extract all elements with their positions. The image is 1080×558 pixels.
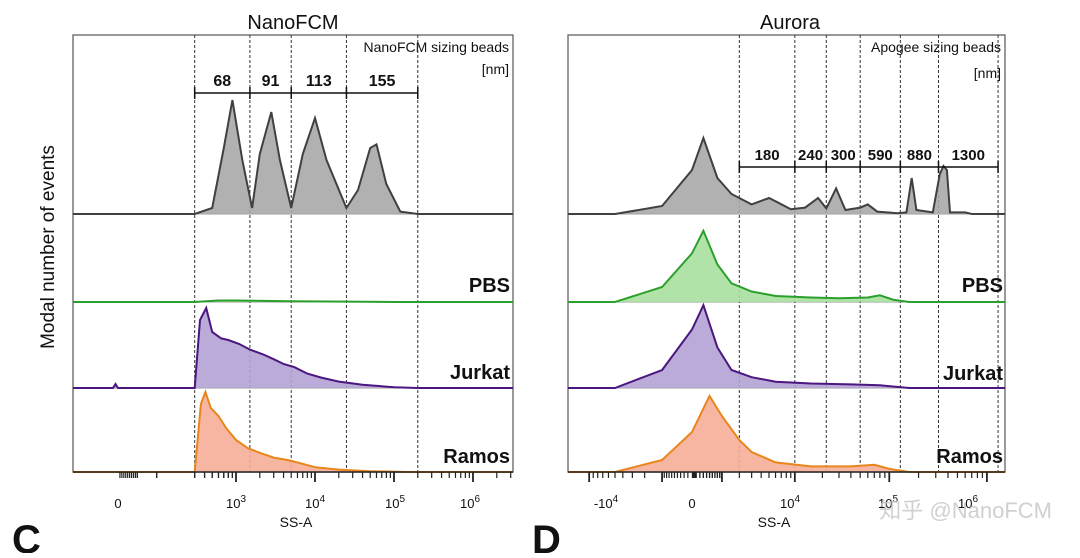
series-label-jurkat: Jurkat (943, 363, 1003, 385)
bead-size-label: 1300 (952, 147, 985, 164)
chart-title-aurora: Aurora (760, 12, 821, 34)
histogram-line-ramos (73, 389, 513, 473)
bead-size-label: 880 (907, 147, 932, 164)
histogram-line-pbs (568, 228, 1005, 303)
plot-frame-aurora (567, 34, 1006, 473)
histogram-line-jurkat (73, 305, 513, 389)
x-tick-label: 104 (780, 494, 800, 511)
x-axis: -104 0 104 105 106 (568, 471, 1005, 511)
histogram-line-beads (568, 134, 1005, 215)
series-label-pbs: PBS (469, 275, 510, 297)
x-axis-label-nanofcm: SS-A (280, 514, 313, 530)
panel-letter-d: D (532, 518, 561, 553)
histogram-line-pbs (73, 299, 513, 303)
x-tick-label: 105 (385, 494, 405, 511)
bead-size-label: 590 (868, 147, 893, 164)
watermark-text: 知乎 @NanoFCM (879, 498, 1052, 523)
histogram-fill-ramos (194, 392, 408, 472)
panel-nanofcm: NanoFCM NanoFCM sizing beads [nm] SS-A P… (72, 12, 514, 530)
x-tick-label: 106 (460, 494, 480, 511)
x-tick-label: 104 (305, 494, 325, 511)
plot-frame-nanofcm (72, 34, 514, 473)
x-tick-label: 0 (114, 496, 121, 511)
y-axis-label: Modal number of events (38, 145, 59, 349)
histogram-fill-jurkat (113, 308, 418, 388)
histogram-fill-beads (194, 100, 418, 214)
x-tick-label: 0 (688, 496, 695, 511)
x-axis: 0 103 104 105 106 (73, 471, 513, 511)
bead-size-label: 155 (369, 73, 396, 90)
bead-unit-aurora: [nm] (974, 65, 1001, 81)
bead-size-label: 180 (755, 147, 780, 164)
histogram-line-jurkat (568, 302, 1005, 389)
x-tick-label: 106 (958, 494, 978, 511)
bead-title-aurora: Apogee sizing beads (871, 39, 1001, 55)
bead-size-label: 91 (262, 73, 280, 90)
histogram-line-ramos (568, 393, 1005, 473)
histogram-fill-pbs (615, 230, 910, 302)
series-label-ramos: Ramos (443, 446, 510, 468)
x-tick-label: 105 (878, 494, 898, 511)
bead-size-label: 240 (798, 147, 823, 164)
bead-unit-nanofcm: [nm] (482, 61, 509, 77)
x-tick-label: 103 (226, 494, 246, 511)
bead-title-nanofcm: NanoFCM sizing beads (363, 39, 509, 55)
series-label-pbs: PBS (962, 275, 1003, 297)
series-label-ramos: Ramos (936, 446, 1003, 468)
bead-size-label: 113 (306, 73, 332, 90)
x-axis-label-aurora: SS-A (758, 514, 791, 530)
x-tick-label: -104 (594, 494, 619, 511)
panel-aurora: Aurora Apogee sizing beads [nm] SS-A PBS… (567, 12, 1006, 530)
chart-title-nanofcm: NanoFCM (247, 12, 338, 34)
panel-letter-c: C (12, 518, 41, 553)
series-label-jurkat: Jurkat (450, 362, 510, 384)
bead-size-label: 68 (213, 73, 231, 90)
histogram-line-beads (73, 99, 513, 215)
histogram-fill-jurkat (615, 305, 910, 388)
bead-size-label: 300 (831, 147, 856, 164)
histogram-fill-ramos (615, 396, 910, 472)
histogram-fill-beads (615, 138, 972, 214)
